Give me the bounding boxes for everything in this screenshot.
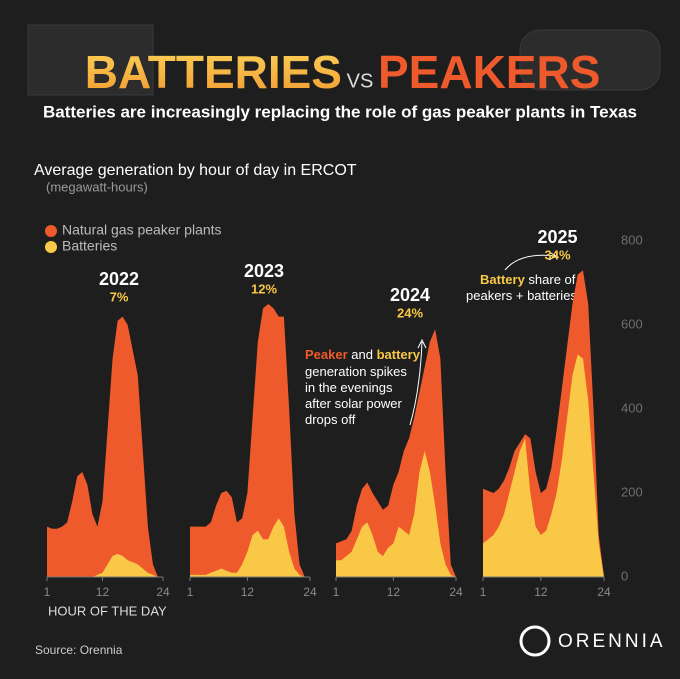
y-tick-label: 200 xyxy=(621,484,643,499)
area xyxy=(47,316,163,577)
x-tick-label: 24 xyxy=(597,585,611,599)
panel-title: 2022 xyxy=(99,269,139,289)
battery-share: 7% xyxy=(110,289,129,304)
note-highlight: Battery xyxy=(480,272,526,287)
note-text: and xyxy=(348,347,377,362)
turbine-image xyxy=(519,29,661,91)
y-tick-label: 800 xyxy=(621,232,643,247)
battery-share: 34% xyxy=(544,247,570,262)
x-tick-label: 24 xyxy=(303,585,317,599)
note-highlight: Peaker xyxy=(305,347,348,362)
note-share: Battery share of peakers + batteries xyxy=(466,272,579,303)
area xyxy=(483,354,604,577)
units: (megawatt-hours) xyxy=(46,179,148,194)
logo-mark xyxy=(519,625,551,657)
title-peakers: PEAKERS xyxy=(378,46,600,98)
y-tick-label: 600 xyxy=(621,316,643,331)
note-line: peakers + batteries xyxy=(466,288,577,303)
legend-label: Natural gas peaker plants xyxy=(62,222,222,238)
x-tick-label: 24 xyxy=(156,585,170,599)
arrow-head xyxy=(548,251,558,261)
x-axis-label: HOUR OF THE DAY xyxy=(48,603,167,618)
x-tick-label: 12 xyxy=(241,585,255,599)
title-batteries: BATTERIES xyxy=(85,46,342,98)
area xyxy=(336,451,456,577)
battery-share: 12% xyxy=(251,281,277,296)
x-tick-label: 12 xyxy=(534,585,548,599)
note-line: generation spikes xyxy=(305,364,407,379)
battery-container-image xyxy=(27,24,154,96)
legend-label: Batteries xyxy=(62,238,117,254)
x-tick-label: 24 xyxy=(449,585,463,599)
note-highlight: battery xyxy=(377,347,421,362)
note-text: share of xyxy=(525,272,576,287)
arrow-head xyxy=(417,338,427,349)
x-tick-label: 12 xyxy=(387,585,401,599)
arrow xyxy=(409,341,423,426)
note-spikes: Peaker and battery generation spikes in … xyxy=(305,347,424,427)
x-tick-label: 1 xyxy=(333,585,340,599)
area xyxy=(190,304,310,577)
subtitle: Batteries are increasingly replacing the… xyxy=(43,102,637,121)
panel-title: 2025 xyxy=(537,227,577,247)
legend-marker xyxy=(45,241,57,253)
area xyxy=(190,518,310,577)
source: Source: Orennia xyxy=(35,643,123,657)
x-tick-label: 1 xyxy=(187,585,194,599)
note-line: after solar power xyxy=(305,396,402,411)
panel-title: 2023 xyxy=(244,261,284,281)
area xyxy=(47,553,163,577)
battery-share: 24% xyxy=(397,305,423,320)
note-line: drops off xyxy=(305,412,356,427)
legend-marker xyxy=(45,225,57,237)
chart-heading: Average generation by hour of day in ERC… xyxy=(34,162,357,179)
y-tick-label: 400 xyxy=(621,400,643,415)
logo: ORENNIA xyxy=(558,631,666,652)
note-line: in the evenings xyxy=(305,380,393,395)
x-tick-label: 1 xyxy=(44,585,51,599)
x-tick-label: 1 xyxy=(480,585,487,599)
title-vs: VS xyxy=(347,70,374,92)
arrow xyxy=(504,254,556,271)
y-tick-label: 0 xyxy=(621,568,628,583)
panel-title: 2024 xyxy=(390,285,430,305)
x-tick-label: 12 xyxy=(96,585,110,599)
